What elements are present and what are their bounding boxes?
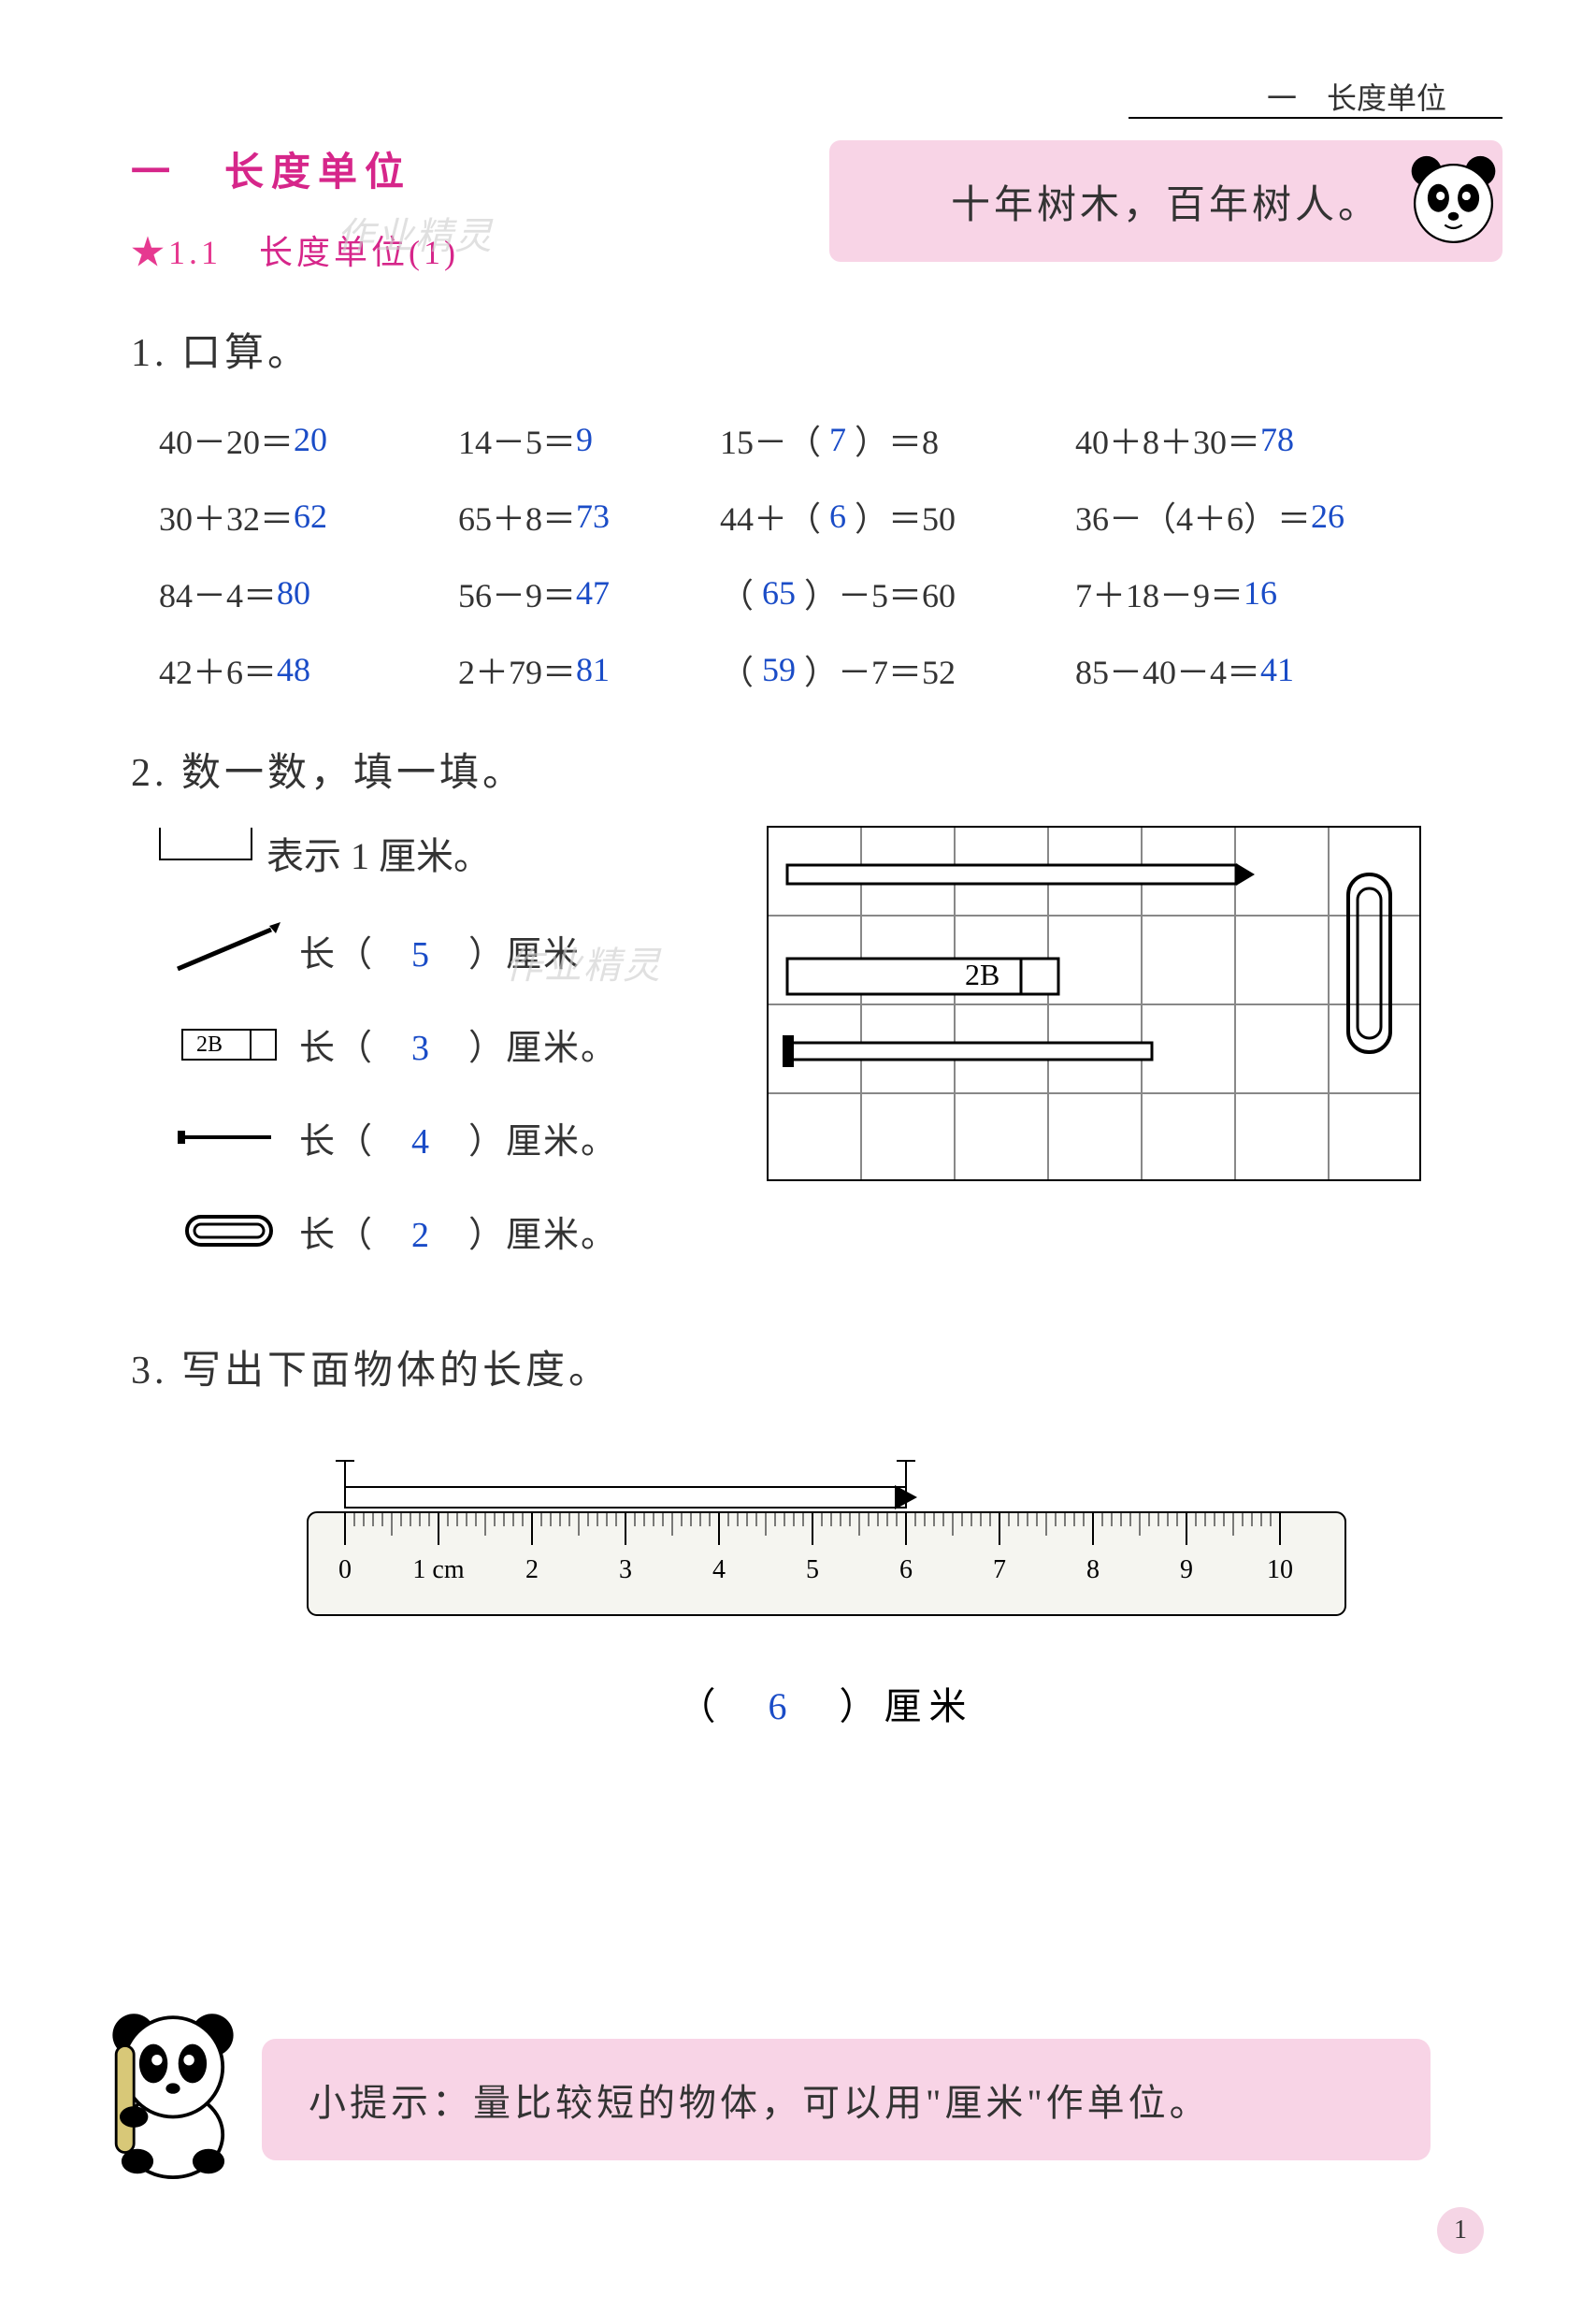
calc-cell: 56－9＝47	[458, 569, 720, 617]
unit: ）厘米。	[468, 1216, 618, 1255]
calc-row: 42＋6＝482＋79＝81（ 59 ）－7＝5285－40－4＝41	[159, 645, 1521, 694]
calc-row: 84－4＝8056－9＝47（ 65 ）－5＝607＋18－9＝16	[159, 569, 1521, 617]
watermark: 作业精灵	[505, 935, 662, 989]
calc-cell: 36－（4＋6）＝26	[1075, 492, 1431, 541]
calc-row: 40－20＝2014－5＝915－（ 7 ）＝840＋8＋30＝78	[159, 415, 1521, 464]
tip-text: 小提示：量比较短的物体，可以用"厘米"作单位。	[309, 2072, 1211, 2127]
pre: （	[679, 1685, 724, 1727]
eraser-icon: 2B	[159, 1020, 299, 1067]
calc-cell: （ 59 ）－7＝52	[720, 645, 1075, 694]
svg-text:3: 3	[619, 1555, 632, 1584]
q1-heading: 1. 口算。	[131, 321, 1521, 378]
svg-text:7: 7	[993, 1555, 1006, 1584]
paperclip-icon	[159, 1207, 299, 1254]
star-icon: ★1.1	[131, 234, 259, 271]
ans: 5	[411, 935, 431, 975]
svg-text:4: 4	[712, 1555, 726, 1584]
svg-text:0: 0	[338, 1555, 352, 1584]
calc-cell: 40－20＝20	[159, 415, 458, 464]
grid-2b-label: 2B	[965, 958, 999, 991]
q2-intro: 表示 1 厘米。	[159, 826, 767, 880]
pre: 长（	[299, 1216, 374, 1255]
header-underline	[1129, 117, 1503, 119]
ans: 4	[411, 1122, 431, 1162]
calc-cell: 7＋18－9＝16	[1075, 569, 1431, 617]
quote-text: 十年树木，百年树人。	[951, 173, 1381, 230]
item-eraser: 2B 长（ 3 ）厘米。	[159, 1011, 767, 1076]
calc-cell: 30＋32＝62	[159, 492, 458, 541]
svg-text:8: 8	[1086, 1555, 1100, 1584]
item-pencil: 长（ 5 ）厘米	[159, 917, 767, 983]
ans: 3	[411, 1029, 431, 1068]
calc-cell: 14－5＝9	[458, 415, 720, 464]
item-nail: 长（ 4 ）厘米。	[159, 1104, 767, 1170]
svg-text:10: 10	[1267, 1555, 1293, 1584]
panda-bottom-icon	[84, 1992, 262, 2188]
calc-cell: 15－（ 7 ）＝8	[720, 415, 1075, 464]
ans: 2	[411, 1216, 431, 1255]
item-clip: 长（ 2 ）厘米。	[159, 1198, 767, 1263]
q3-heading: 3. 写出下面物体的长度。	[131, 1338, 1521, 1395]
calc-cell: 42＋6＝48	[159, 645, 458, 694]
pre: 长（	[299, 1029, 374, 1068]
calc-row: 30＋32＝6265＋8＝7344＋（ 6 ）＝5036－（4＋6）＝26	[159, 492, 1521, 541]
ruler-container: 0 1 cm 2 3 4 5 6 7 8 9 10	[131, 1451, 1521, 1639]
unit: ）厘米。	[468, 1029, 618, 1068]
unit: ）厘米	[840, 1685, 974, 1727]
calc-cell: 2＋79＝81	[458, 645, 720, 694]
svg-text:2B: 2B	[196, 1032, 223, 1057]
svg-text:5: 5	[806, 1555, 819, 1584]
measurement-grid: 2B	[767, 826, 1421, 1181]
q2-intro-text: 表示 1 厘米。	[266, 826, 491, 880]
svg-text:1 cm: 1 cm	[412, 1555, 464, 1584]
header-chapter: 一 长度单位	[1267, 75, 1446, 118]
tip-box: 小提示：量比较短的物体，可以用"厘米"作单位。	[262, 2039, 1431, 2160]
pre: 长（	[299, 1122, 374, 1162]
q3-answer: （ 6 ）厘米	[131, 1676, 1521, 1730]
ans: 6	[769, 1685, 795, 1727]
watermark: 作业精灵	[337, 206, 494, 260]
calc-cell: （ 65 ）－5＝60	[720, 569, 1075, 617]
pre: 长（	[299, 935, 374, 975]
calc-cell: 85－40－4＝41	[1075, 645, 1431, 694]
svg-text:9: 9	[1180, 1555, 1193, 1584]
quote-box: 十年树木，百年树人。	[829, 140, 1503, 262]
q2-heading: 2. 数一数，填一填。	[131, 741, 1521, 798]
svg-text:6: 6	[899, 1555, 913, 1584]
pencil-icon	[159, 922, 299, 978]
cm-bracket-icon	[159, 828, 252, 860]
calc-cell: 84－4＝80	[159, 569, 458, 617]
svg-text:2: 2	[525, 1555, 539, 1584]
unit: ）厘米。	[468, 1122, 618, 1162]
page-number: 1	[1437, 2207, 1484, 2254]
ruler-icon: 0 1 cm 2 3 4 5 6 7 8 9 10	[289, 1451, 1364, 1639]
calc-cell: 40＋8＋30＝78	[1075, 415, 1431, 464]
panda-icon	[1400, 150, 1507, 257]
calc-grid: 40－20＝2014－5＝915－（ 7 ）＝840＋8＋30＝78 30＋32＝…	[159, 415, 1521, 694]
nail-icon	[159, 1123, 299, 1151]
calc-cell: 65＋8＝73	[458, 492, 720, 541]
calc-cell: 44＋（ 6 ）＝50	[720, 492, 1075, 541]
